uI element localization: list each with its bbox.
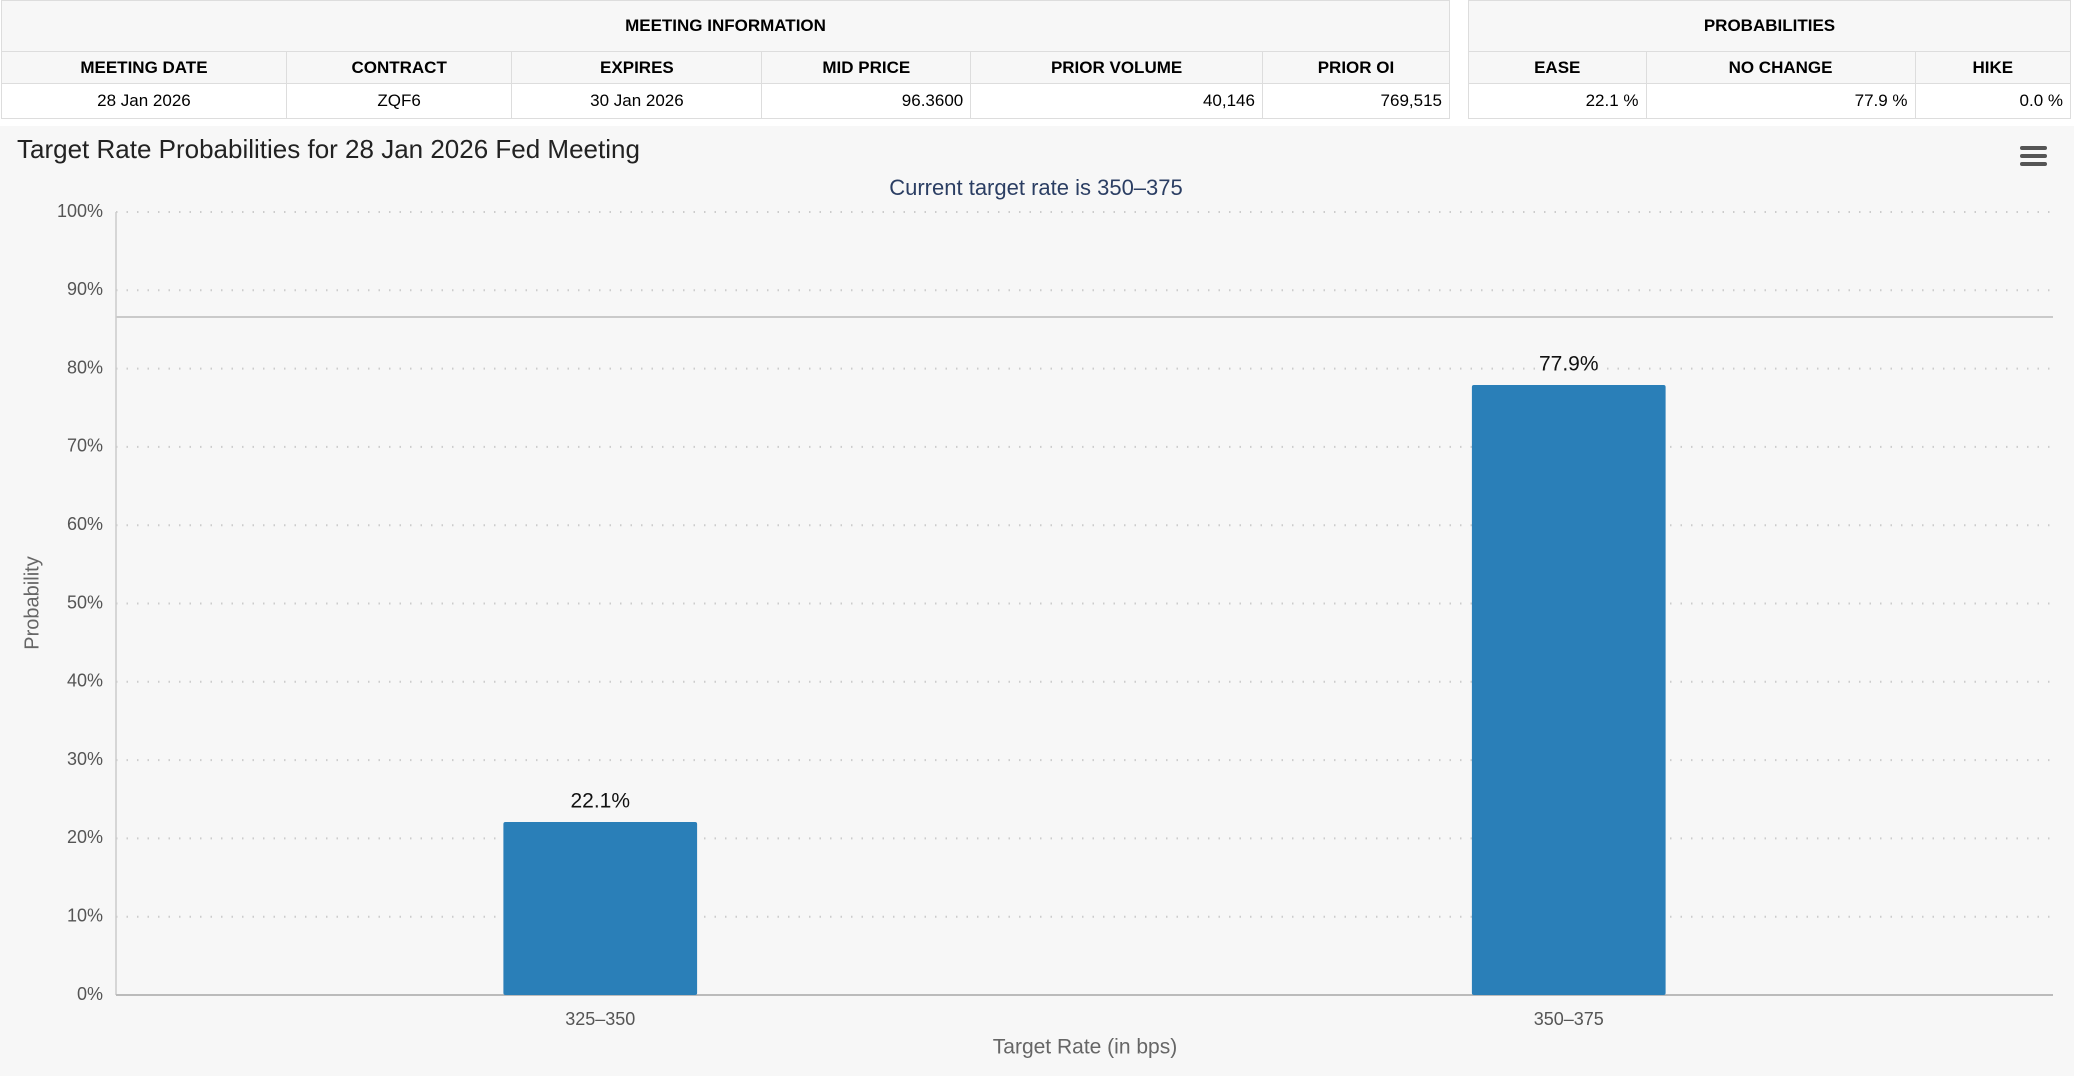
- table-cell: EXPIRES: [511, 51, 763, 84]
- y-axis-label: Probability: [21, 556, 43, 649]
- y-tick-label: 30%: [67, 749, 103, 769]
- y-tick-label: 20%: [67, 827, 103, 847]
- x-tick-label: 350–375: [1534, 1009, 1604, 1029]
- menu-bar[interactable]: [2020, 162, 2047, 166]
- y-tick-label: 80%: [67, 357, 103, 377]
- bar: [1471, 385, 1666, 996]
- table-title: PROBABILITIES: [1468, 0, 2071, 52]
- table-cell: EASE: [1468, 51, 1647, 84]
- x-tick-label: 325–350: [565, 1009, 635, 1029]
- menu-bar[interactable]: [2020, 154, 2047, 158]
- table-cell: 28 Jan 2026: [1, 83, 287, 119]
- table-cell: ZQF6: [285, 83, 513, 119]
- table-cell: 77.9 %: [1645, 83, 1916, 119]
- chart-title: Target Rate Probabilities for 28 Jan 202…: [17, 134, 640, 164]
- y-tick-label: 50%: [67, 592, 103, 612]
- table-cell: NO CHANGE: [1645, 51, 1916, 84]
- chart-background: [0, 126, 2074, 1076]
- table-cell: MEETING DATE: [1, 51, 287, 84]
- y-tick-label: 100%: [57, 201, 103, 221]
- y-tick-label: 70%: [67, 436, 103, 456]
- data-label: 77.9%: [1539, 353, 1599, 376]
- table-cell: 0.0 %: [1914, 83, 2072, 119]
- table-cell: 40,146: [970, 83, 1263, 119]
- menu-bar[interactable]: [2020, 146, 2047, 150]
- table-cell: HIKE: [1914, 51, 2072, 84]
- meeting-info-table: MEETING INFORMATION MEETING DATE CONTRACT…: [1, 0, 1451, 119]
- bar: [503, 821, 698, 995]
- table-cell: CONTRACT: [285, 51, 513, 84]
- y-tick-label: 10%: [67, 905, 103, 925]
- table-cell: PRIOR VOLUME: [970, 51, 1263, 84]
- y-tick-label: 40%: [67, 671, 103, 691]
- table-cell: 30 Jan 2026: [511, 83, 763, 119]
- data-label: 22.1%: [570, 790, 630, 813]
- table-cell: 22.1 %: [1468, 83, 1647, 119]
- chart: Target Rate Probabilities for 28 Jan 202…: [0, 126, 2074, 1076]
- menu-button[interactable]: [2020, 146, 2047, 166]
- x-axis-label: Target Rate (in bps): [993, 1036, 1177, 1059]
- y-tick-label: 90%: [67, 279, 103, 299]
- table-cell: PRIOR OI: [1261, 51, 1451, 84]
- y-tick-label: 60%: [67, 514, 103, 534]
- probabilities-table: PROBABILITIES EASE NO CHANGE HIKE 22.1 % 77…: [1468, 0, 2072, 119]
- table-title: MEETING INFORMATION: [1, 0, 1450, 52]
- y-tick-label: 0%: [77, 984, 103, 1004]
- table-cell: 96.3600: [761, 83, 972, 119]
- table-cell: 769,515: [1261, 83, 1451, 119]
- chart-subtitle: Current target rate is 350–375: [889, 175, 1183, 200]
- table-cell: MID PRICE: [761, 51, 972, 84]
